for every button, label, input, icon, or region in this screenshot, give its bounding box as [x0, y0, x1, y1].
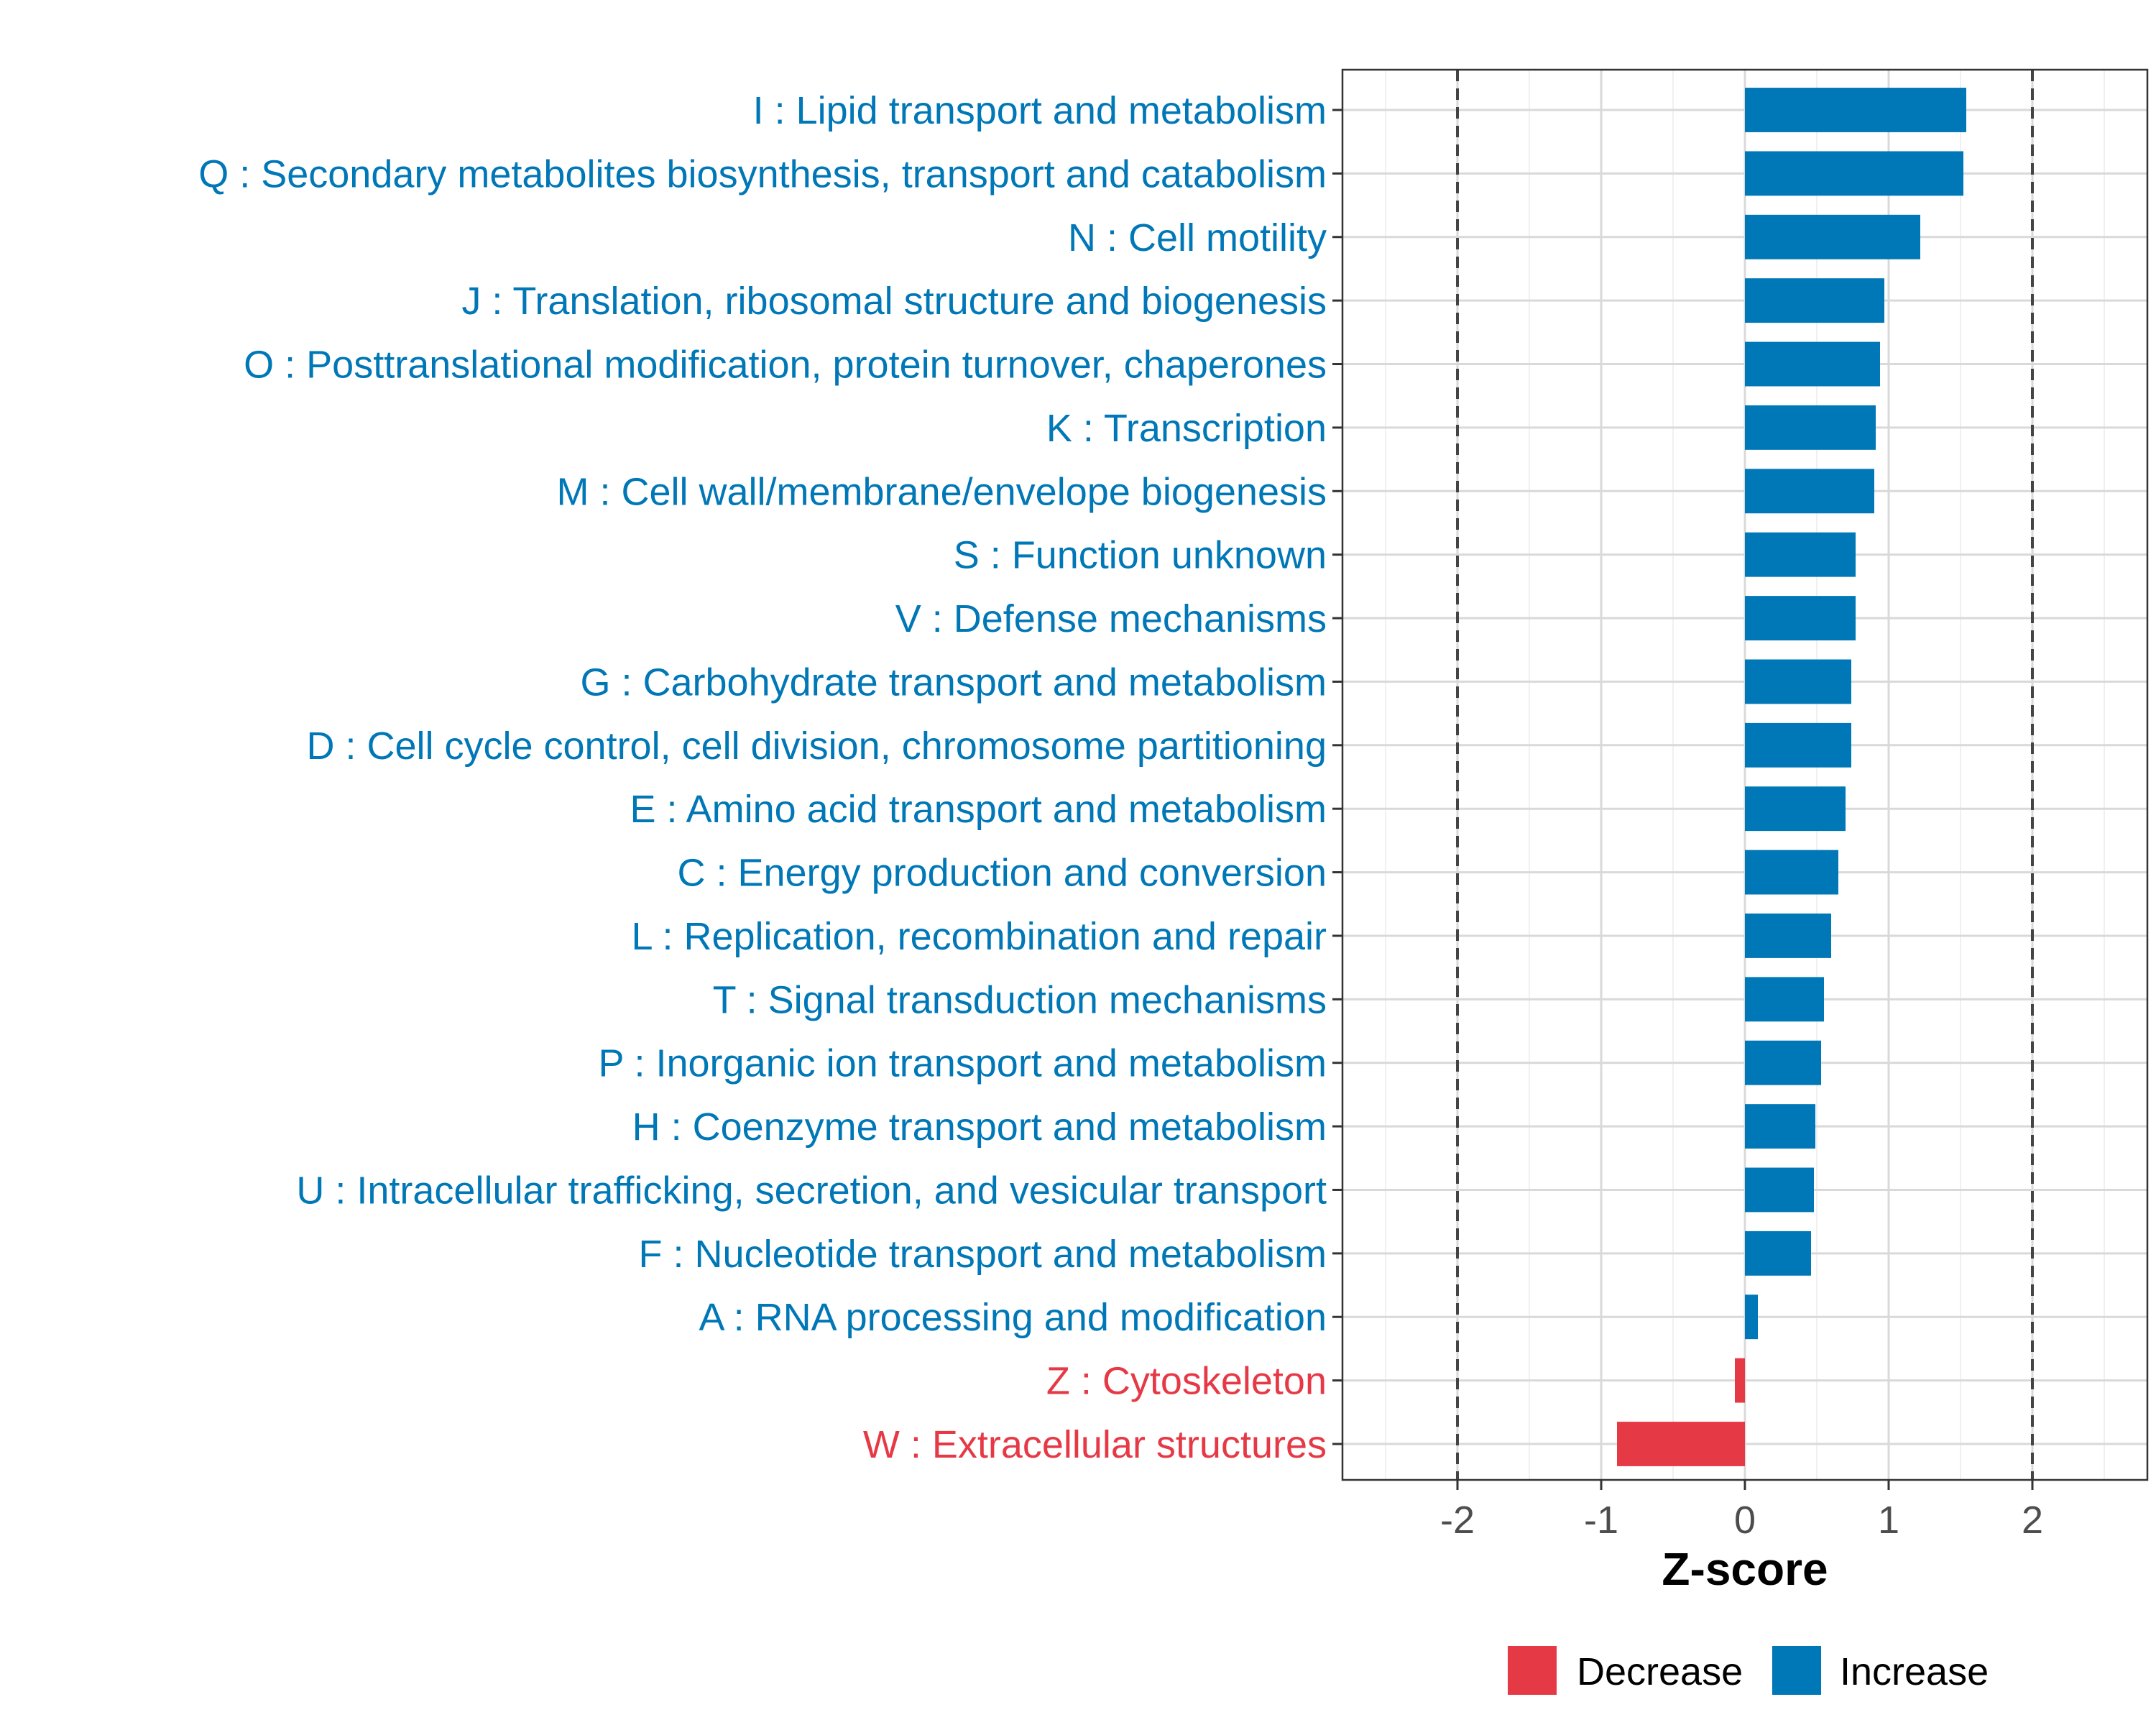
bar-v	[1745, 596, 1856, 640]
category-label: D : Cell cycle control, cell division, c…	[306, 724, 1327, 768]
bar-f	[1745, 1230, 1811, 1276]
legend-swatch-decrease	[1508, 1646, 1557, 1695]
category-label: C : Energy production and conversion	[677, 852, 1327, 895]
bar-u	[1745, 1167, 1814, 1213]
bar-o	[1745, 341, 1880, 387]
bar-t	[1745, 977, 1824, 1022]
category-label: W : Extracellular structures	[863, 1423, 1327, 1466]
bar-d	[1745, 722, 1851, 768]
bar-h	[1745, 1104, 1815, 1149]
x-tick-label: 0	[1734, 1499, 1756, 1542]
x-tick-label: 2	[2022, 1499, 2043, 1542]
x-axis-labels: -2 -1 0 1 2	[1440, 1499, 2043, 1542]
bar-p	[1745, 1040, 1821, 1085]
bar-l	[1745, 914, 1831, 958]
legend: Decrease Increase	[1508, 1646, 1989, 1695]
reference-lines	[1456, 70, 2034, 1480]
category-label: V : Defense mechanisms	[895, 597, 1327, 640]
category-label: U : Intracellular trafficking, secretion…	[296, 1169, 1327, 1212]
category-label: A : RNA processing and modification	[699, 1296, 1327, 1339]
legend-label-decrease: Decrease	[1577, 1650, 1743, 1693]
category-label: N : Cell motility	[1068, 216, 1327, 259]
category-label: L : Replication, recombination and repai…	[631, 915, 1327, 958]
bar-n	[1745, 214, 1920, 259]
x-tick-label: -2	[1440, 1499, 1475, 1542]
y-axis-labels: I : Lipid transport and metabolism Q : Se…	[198, 89, 1327, 1466]
category-label: Z : Cytoskeleton	[1046, 1360, 1327, 1403]
x-axis-ticks	[1456, 1480, 2034, 1490]
bar-k	[1745, 405, 1876, 450]
category-label: I : Lipid transport and metabolism	[753, 89, 1327, 132]
category-label: K : Transcription	[1046, 407, 1327, 450]
category-label: G : Carbohydrate transport and metabolis…	[581, 661, 1327, 704]
bar-s	[1745, 532, 1856, 577]
category-label: O : Posttranslational modification, prot…	[244, 344, 1327, 387]
bar-w	[1617, 1422, 1745, 1466]
category-label: F : Nucleotide transport and metabolism	[639, 1233, 1327, 1276]
legend-label-increase: Increase	[1840, 1650, 1989, 1693]
x-tick-label: -1	[1584, 1499, 1618, 1542]
category-label: H : Coenzyme transport and metabolism	[632, 1105, 1327, 1149]
legend-swatch-increase	[1772, 1646, 1821, 1695]
bar-c	[1745, 850, 1838, 895]
y-axis-ticks	[1332, 109, 1342, 1445]
category-label: Q : Secondary metabolites biosynthesis, …	[198, 152, 1327, 196]
bars	[1617, 88, 1966, 1466]
bar-g	[1745, 659, 1851, 704]
x-tick-label: 1	[1878, 1499, 1899, 1542]
category-label: T : Signal transduction mechanisms	[713, 978, 1327, 1021]
bar-j	[1745, 278, 1884, 323]
bar-z	[1735, 1358, 1745, 1403]
bar-e	[1745, 786, 1846, 832]
category-label: M : Cell wall/membrane/envelope biogenes…	[556, 470, 1327, 513]
category-label: P : Inorganic ion transport and metaboli…	[598, 1042, 1327, 1085]
x-axis-title: Z-score	[1662, 1543, 1828, 1595]
category-label: S : Function unknown	[954, 534, 1327, 577]
category-label: E : Amino acid transport and metabolism	[630, 788, 1327, 831]
category-label: J : Translation, ribosomal structure and…	[461, 280, 1327, 323]
bar-q	[1745, 151, 1963, 196]
bar-i	[1745, 88, 1966, 132]
bar-a	[1745, 1294, 1758, 1340]
bar-m	[1745, 469, 1874, 514]
